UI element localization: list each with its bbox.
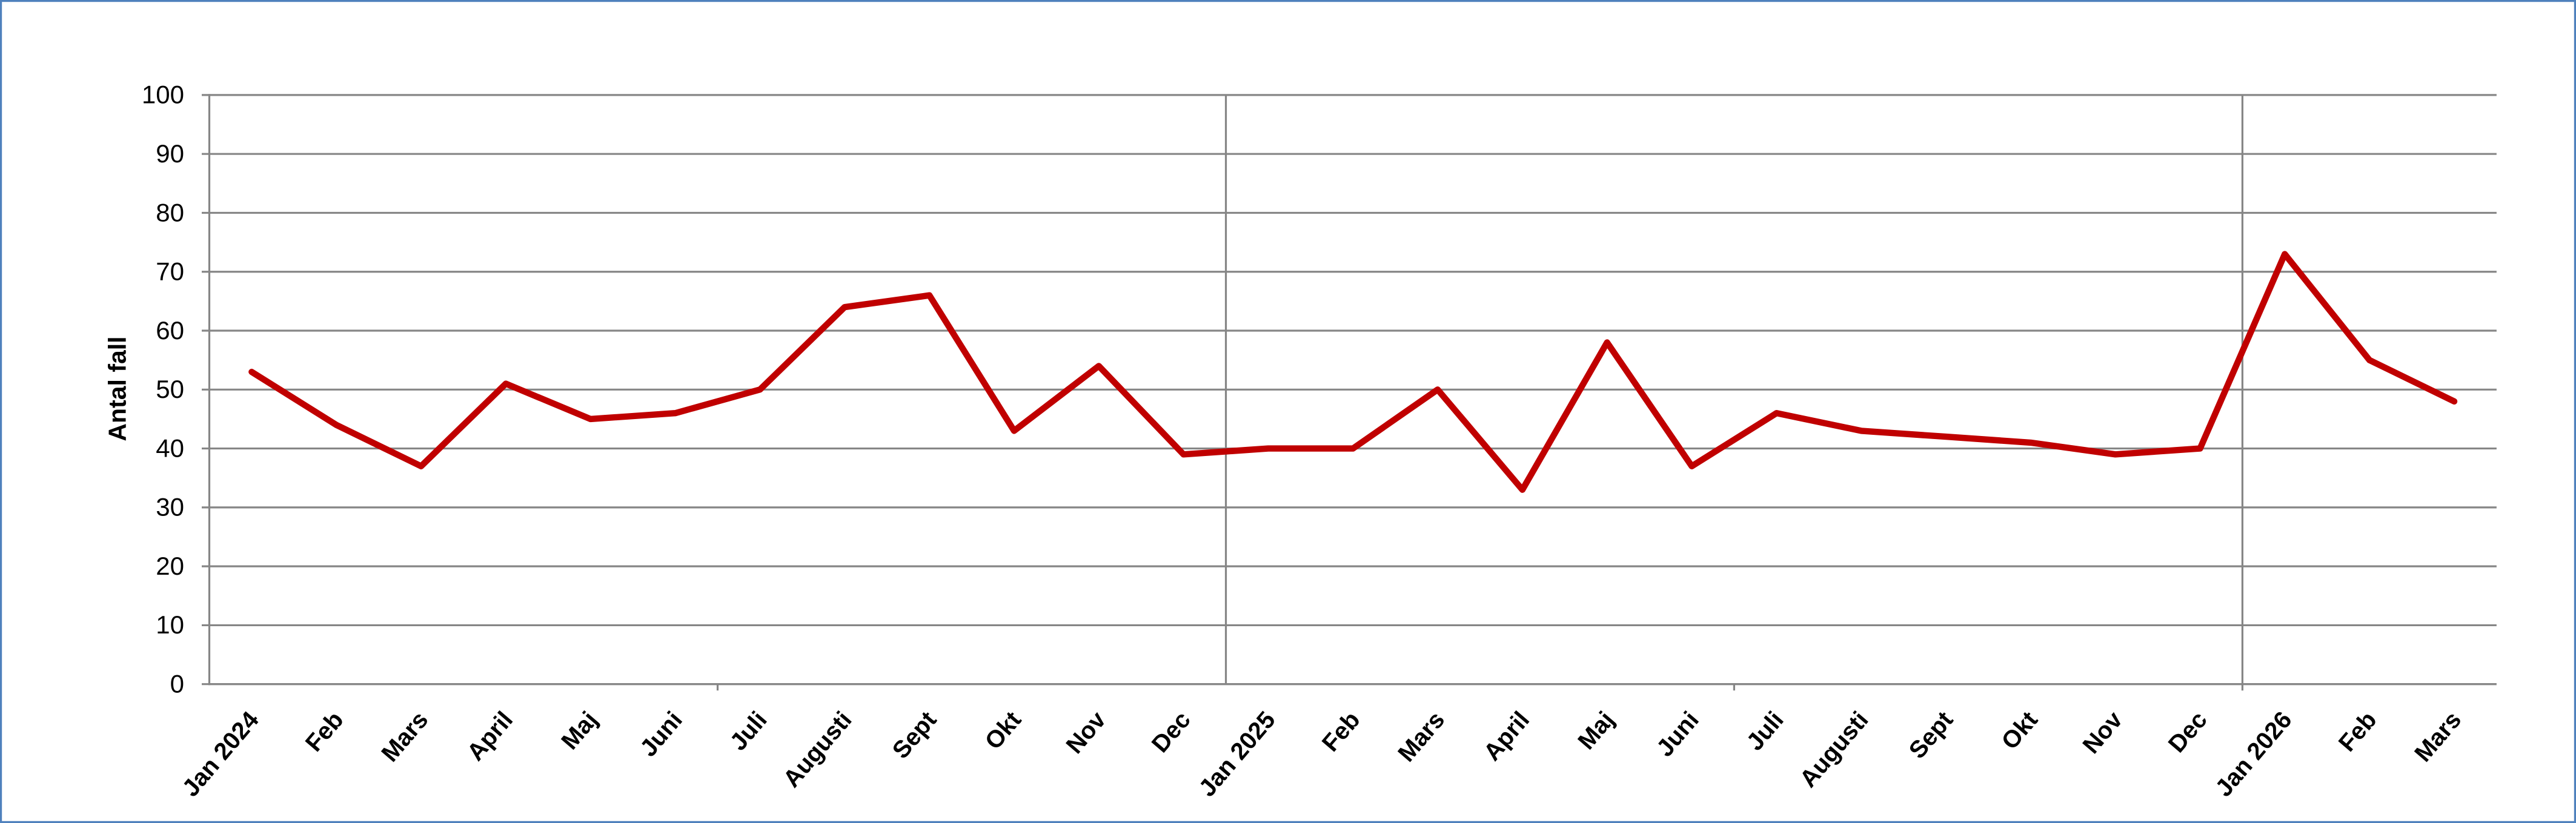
svg-text:20: 20	[156, 552, 184, 580]
svg-text:0: 0	[170, 670, 184, 698]
svg-text:60: 60	[156, 316, 184, 345]
svg-text:10: 10	[156, 610, 184, 639]
svg-text:30: 30	[156, 493, 184, 521]
svg-text:80: 80	[156, 198, 184, 226]
svg-text:70: 70	[156, 257, 184, 286]
svg-text:100: 100	[142, 81, 184, 109]
svg-text:50: 50	[156, 375, 184, 403]
svg-text:40: 40	[156, 434, 184, 462]
svg-text:90: 90	[156, 139, 184, 168]
svg-text:Antal fall: Antal fall	[104, 336, 131, 441]
